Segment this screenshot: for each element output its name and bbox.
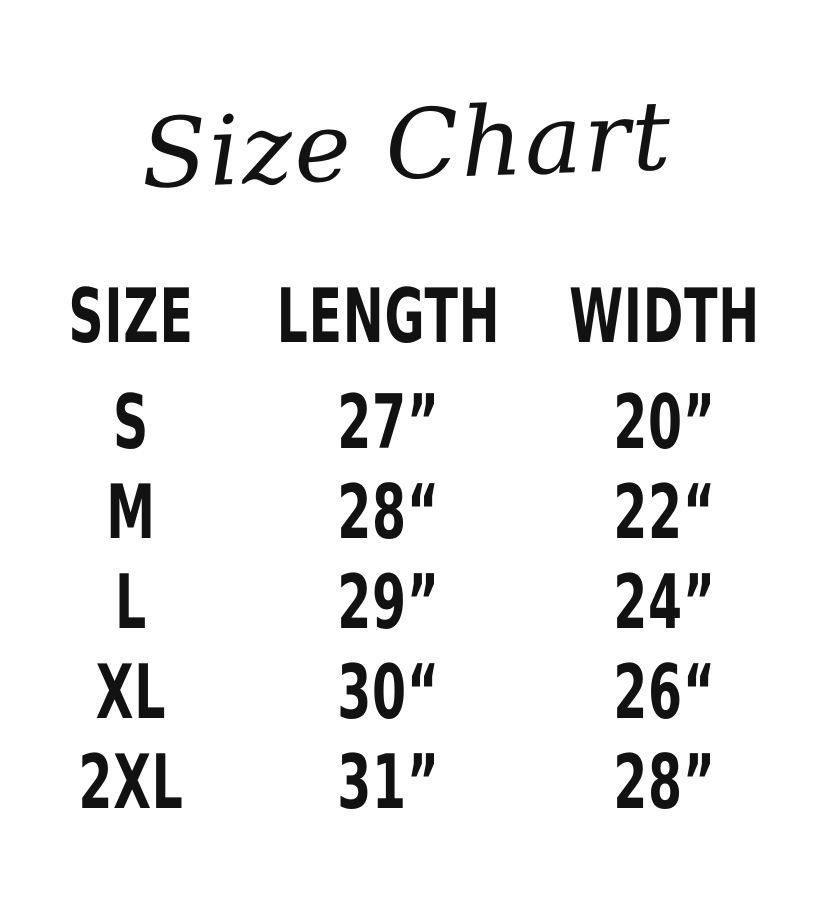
size-cell: 2XL: [78, 740, 184, 827]
size-cell: M: [106, 470, 156, 557]
length-cell: 27”: [337, 380, 440, 467]
table-row-m: M 28“ 22“: [0, 470, 814, 557]
title-area: Size Chart: [0, 62, 814, 228]
length-cell: 31”: [337, 740, 440, 827]
table-header-row: SIZE LENGTH WIDTH: [0, 274, 814, 361]
length-cell: 30“: [337, 650, 440, 737]
size-cell: L: [115, 560, 147, 647]
width-cell: 24”: [613, 560, 716, 647]
size-table: SIZE LENGTH WIDTH S 27” 20” M 28“ 22“ L …: [0, 274, 814, 834]
width-cell: 26“: [613, 650, 716, 737]
width-cell: 22“: [613, 470, 716, 557]
width-cell: 28”: [613, 740, 716, 827]
column-header-length: LENGTH: [276, 274, 501, 361]
column-header-size: SIZE: [68, 274, 194, 361]
table-row-xl: XL 30“ 26“: [0, 650, 814, 737]
size-cell: XL: [95, 650, 167, 737]
page-title: Size Chart: [139, 79, 675, 211]
table-row-2xl: 2XL 31” 28”: [0, 740, 814, 827]
length-cell: 28“: [337, 470, 440, 557]
width-cell: 20”: [613, 380, 716, 467]
length-cell: 29”: [337, 560, 440, 647]
table-row-l: L 29” 24”: [0, 560, 814, 647]
table-row-s: S 27” 20”: [0, 380, 814, 467]
size-cell: S: [112, 380, 149, 467]
column-header-width: WIDTH: [569, 274, 760, 361]
